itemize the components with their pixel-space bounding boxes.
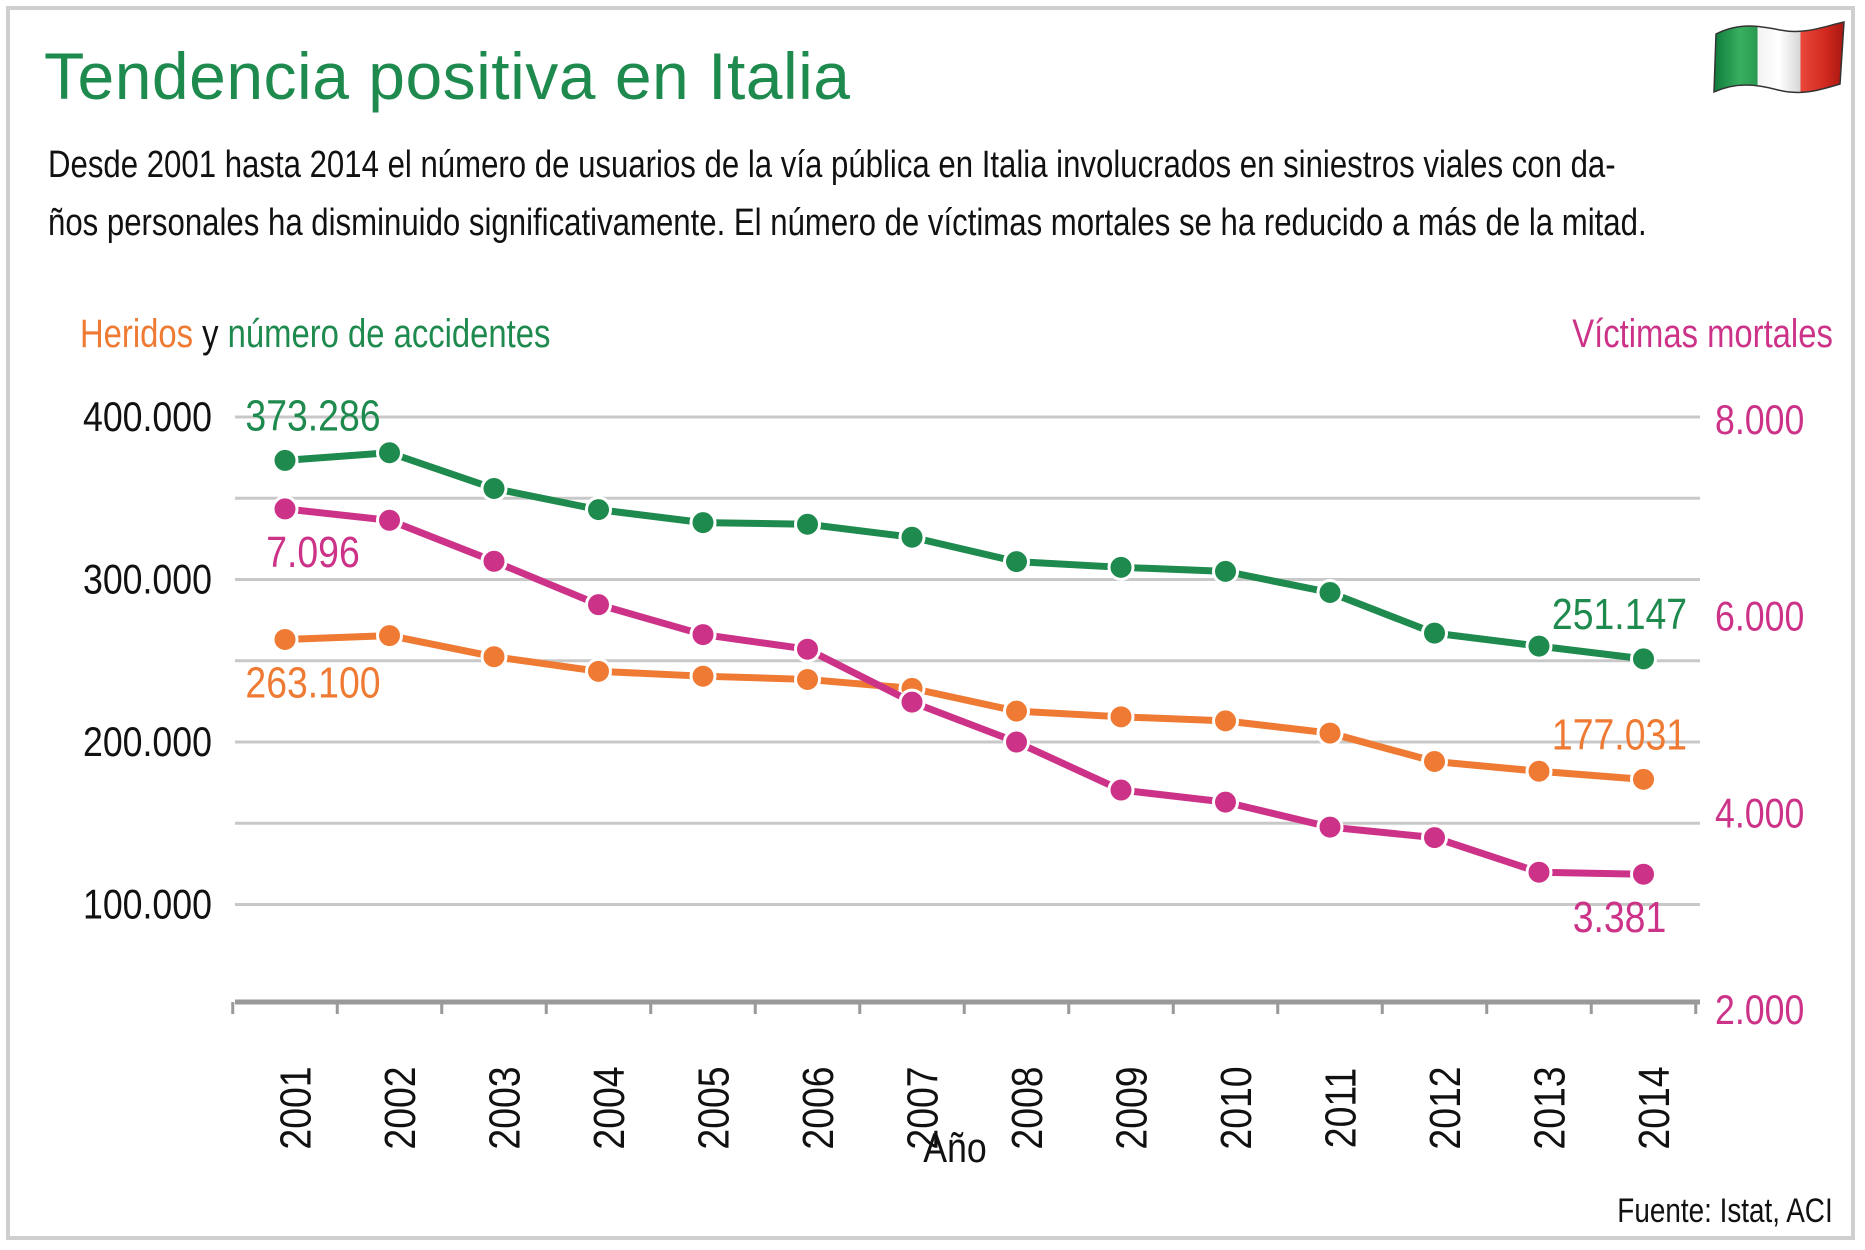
data-point [585,496,612,524]
legend-left: Heridos y número de accidentes [80,312,550,357]
data-point [1212,557,1239,585]
x-tick-label: 2002 [375,1066,425,1149]
page-title: Tendencia positiva en Italia [44,39,851,113]
x-tick-label: 2014 [1629,1066,1679,1149]
x-tick-label: 2011 [1316,1068,1366,1148]
x-tick-label: 2009 [1107,1066,1157,1149]
data-point [480,643,508,671]
legend-accidents: número de accidentes [227,312,551,356]
y-tick-label-right: 4.000 [1715,791,1804,837]
series-layer [271,439,1657,888]
data-point [1525,858,1553,886]
data-label: 3.381 [1573,892,1667,942]
data-point [376,622,403,650]
data-point [1003,697,1030,725]
data-point [585,657,612,685]
label-layer: 263.100 177.031 373.286 251.147 7.096 3.381 [245,391,1687,942]
legend-fatalities: Víctimas mortales [1572,312,1833,356]
y-tick-label-right: 8.000 [1715,397,1804,443]
x-tick-label: 2005 [689,1066,739,1149]
data-point [1003,728,1030,756]
data-point [1421,619,1448,647]
source-note: Fuente: Istat, ACI [1617,1192,1833,1230]
description-line-2: ños personales ha disminuido significati… [48,202,1647,244]
data-label: 251.147 [1552,589,1687,639]
data-point [480,547,508,575]
data-point [271,495,299,523]
data-point [271,625,299,653]
series-line [281,632,1647,783]
description-line-1: Desde 2001 hasta 2014 el número de usuar… [48,144,1616,186]
data-point [1212,707,1239,735]
data-point [585,591,612,619]
x-tick-label: 2008 [1002,1066,1052,1149]
x-tick-label: 2004 [584,1066,634,1149]
data-point [1107,776,1135,804]
data-point [689,662,717,690]
data-point [1421,824,1448,852]
data-point [1630,765,1657,793]
data-label: 263.100 [245,658,380,708]
x-tick-label: 2003 [480,1066,530,1149]
x-tick-label: 2010 [1211,1066,1261,1149]
series-line [281,505,1647,878]
data-point [689,621,717,649]
description: Desde 2001 hasta 2014 el número de usuar… [48,136,1778,252]
x-tick-label: 2001 [271,1066,321,1149]
y-tick-label-left: 300.000 [83,557,212,603]
data-point [376,439,403,467]
data-point [689,509,717,537]
data-point [898,523,926,551]
legend-injured: Heridos [80,312,194,356]
data-point [1525,632,1553,660]
data-point [1212,788,1239,816]
data-label: 177.031 [1552,709,1687,759]
y-tick-label-right: 6.000 [1715,594,1804,640]
data-point [1525,757,1553,785]
data-point [376,506,403,534]
data-point [794,510,821,538]
data-point [1316,719,1344,747]
x-tick-label: 2006 [793,1066,843,1149]
figure-frame [6,6,1855,1240]
y-tick-label-left: 100.000 [83,882,212,928]
data-label: 7.096 [266,527,360,577]
grid-layer [235,415,1700,906]
data-label: 373.286 [245,391,380,441]
data-point [1107,553,1135,581]
y-tick-label-left: 200.000 [83,719,212,765]
data-point [271,446,299,474]
x-tick-label: 2007 [898,1066,948,1149]
data-point [1630,645,1657,673]
data-point [898,688,926,716]
data-point [794,635,821,663]
x-axis-title: Año [923,1125,987,1171]
x-tick-label: 2013 [1525,1066,1575,1149]
y-tick-label-right: 2.000 [1715,987,1804,1033]
legend-connector: y [202,312,219,356]
data-point [794,665,821,693]
data-point [1316,579,1344,606]
data-point [1107,703,1135,731]
data-point [1421,748,1448,775]
x-tick-label: 2012 [1420,1066,1470,1149]
y-tick-label-left: 400.000 [83,394,212,440]
italy-flag-icon [1710,20,1848,103]
series-line [281,449,1647,663]
data-point [1003,548,1030,576]
data-point [1630,860,1657,888]
data-point [480,475,508,502]
data-point [1316,813,1344,841]
axis-layer: 100.000 200.000 300.000 400.000 2.000 4.000 6.… [83,394,1804,1171]
